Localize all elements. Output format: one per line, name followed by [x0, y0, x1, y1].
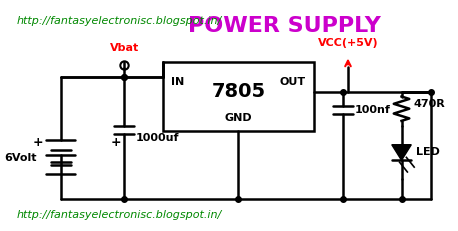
- Text: POWER SUPPLY: POWER SUPPLY: [188, 16, 381, 36]
- Bar: [163, 62, 314, 131]
- Text: 1000uf: 1000uf: [136, 133, 179, 143]
- Text: http://fantasyelectronisc.blogspot.in/: http://fantasyelectronisc.blogspot.in/: [17, 16, 222, 26]
- Text: 100nf: 100nf: [355, 105, 391, 115]
- Text: OUT: OUT: [280, 77, 306, 87]
- Text: 470R: 470R: [413, 99, 445, 109]
- Text: IN: IN: [171, 77, 184, 87]
- Text: VCC(+5V): VCC(+5V): [318, 38, 378, 48]
- Text: +: +: [111, 136, 121, 149]
- Text: +: +: [33, 136, 44, 149]
- Text: Vbat: Vbat: [109, 43, 139, 53]
- Polygon shape: [392, 145, 411, 160]
- Text: GND: GND: [224, 113, 252, 123]
- Text: 7805: 7805: [212, 82, 266, 101]
- Text: http://fantasyelectronisc.blogspot.in/: http://fantasyelectronisc.blogspot.in/: [17, 210, 222, 220]
- Text: LED: LED: [416, 148, 440, 158]
- Text: 6Volt: 6Volt: [4, 153, 37, 163]
